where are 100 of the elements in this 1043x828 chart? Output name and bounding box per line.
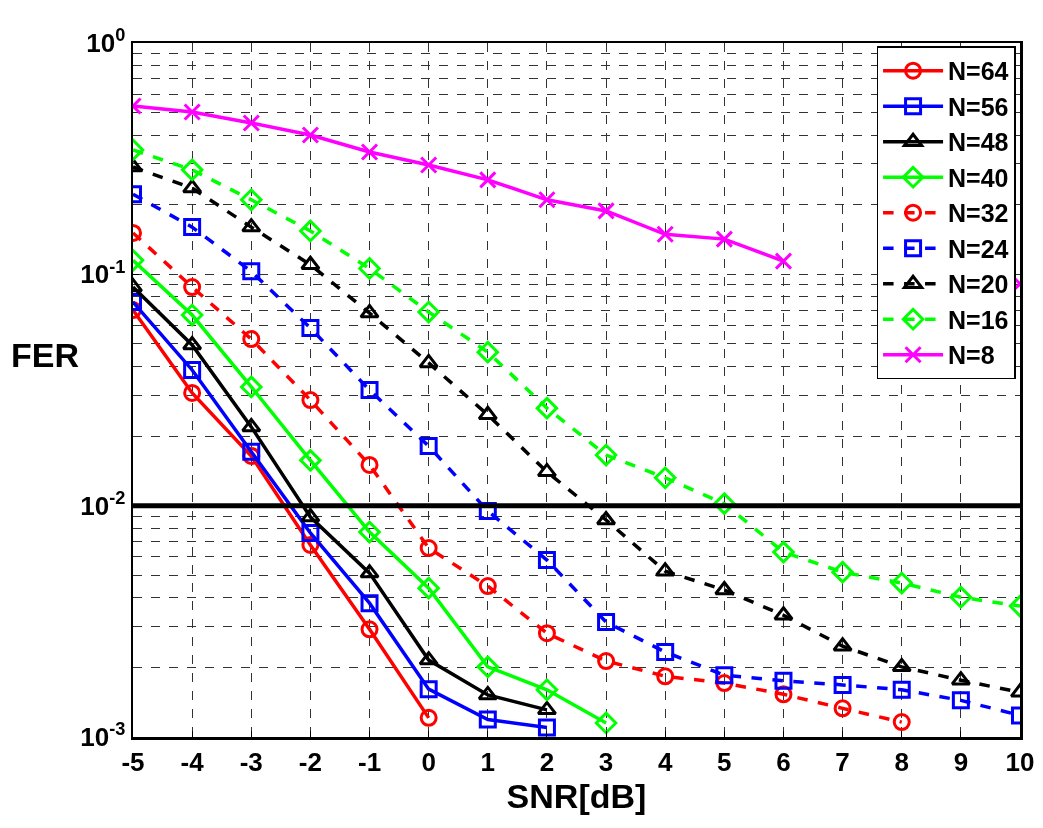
point (301, 126, 320, 145)
point (241, 417, 262, 433)
point (360, 142, 379, 161)
point (535, 396, 559, 420)
point (597, 201, 616, 220)
point (537, 624, 556, 643)
x-tick-label: -1 (357, 746, 382, 777)
point (241, 218, 262, 233)
x-tick-label: 3 (598, 746, 614, 777)
point (536, 462, 558, 478)
point (419, 708, 438, 727)
point (476, 655, 500, 679)
point (476, 340, 500, 364)
point (478, 577, 497, 596)
point (594, 443, 618, 467)
point (655, 562, 676, 577)
point (773, 606, 794, 621)
x-tick-label: 10 (1005, 746, 1035, 777)
point (301, 523, 320, 542)
y-tick-label: 10$^{-1}$ (80, 256, 126, 290)
legend-label: N=24 (948, 234, 1009, 263)
x-tick-label: 9 (953, 746, 969, 777)
point (180, 303, 204, 327)
y-axis-title: FER (11, 336, 79, 374)
point (358, 520, 381, 544)
point (653, 466, 677, 490)
point (359, 564, 380, 579)
point (419, 539, 438, 558)
point (478, 170, 497, 189)
legend-label: N=40 (948, 163, 1009, 192)
point (360, 594, 379, 613)
point (714, 580, 735, 596)
legend-label: N=64 (948, 57, 1009, 86)
y-tick-label: 10$^{0}$ (86, 25, 126, 59)
point (419, 437, 438, 456)
point (715, 666, 734, 685)
point (656, 225, 675, 244)
point (597, 652, 616, 671)
point (180, 158, 204, 182)
point (181, 335, 203, 351)
x-tick-label: 2 (539, 746, 555, 777)
point (183, 383, 202, 402)
x-tick-label: 7 (835, 746, 850, 777)
point (183, 218, 202, 237)
legend-label: N=8 (948, 341, 995, 370)
legend-label: N=48 (948, 128, 1009, 157)
x-tick-label: -4 (180, 746, 205, 777)
point (951, 691, 970, 710)
point (477, 685, 498, 701)
x-tick-label: 0 (421, 746, 436, 777)
point (418, 353, 439, 369)
point (183, 278, 202, 297)
point (715, 230, 734, 249)
point (183, 360, 202, 379)
point (242, 114, 261, 132)
point (419, 155, 438, 174)
point (477, 405, 498, 421)
point (772, 540, 795, 564)
point (832, 637, 853, 652)
point (242, 442, 261, 461)
x-tick-label: 1 (480, 746, 496, 777)
point (774, 252, 793, 271)
point (594, 711, 618, 735)
point (300, 255, 321, 271)
point (358, 257, 381, 280)
point (183, 103, 202, 122)
point (299, 449, 322, 472)
point (301, 319, 320, 338)
point (537, 551, 556, 570)
point (299, 219, 322, 243)
point (537, 190, 556, 209)
point (359, 304, 380, 319)
point (418, 651, 439, 666)
point (300, 508, 321, 523)
legend-label: N=20 (948, 270, 1009, 299)
point (360, 620, 379, 639)
legend-label: N=32 (948, 199, 1009, 228)
point (774, 671, 793, 690)
point (301, 391, 320, 410)
point (535, 678, 559, 702)
point (419, 680, 438, 699)
point (240, 375, 263, 399)
point (537, 718, 556, 737)
point (833, 675, 852, 694)
x-tick-label: -3 (239, 746, 263, 777)
point (597, 613, 616, 632)
point (891, 657, 912, 673)
x-tick-label: 4 (657, 746, 673, 777)
point (656, 667, 675, 686)
point (536, 700, 558, 716)
point (892, 713, 911, 732)
point (833, 699, 852, 718)
legend-label: N=56 (948, 92, 1009, 121)
x-tick-label: -2 (298, 746, 322, 777)
legend-label: N=16 (948, 305, 1009, 334)
point (360, 455, 379, 474)
point (890, 571, 913, 595)
x-tick-label: 5 (717, 746, 732, 777)
point (892, 680, 911, 699)
point (360, 381, 379, 400)
